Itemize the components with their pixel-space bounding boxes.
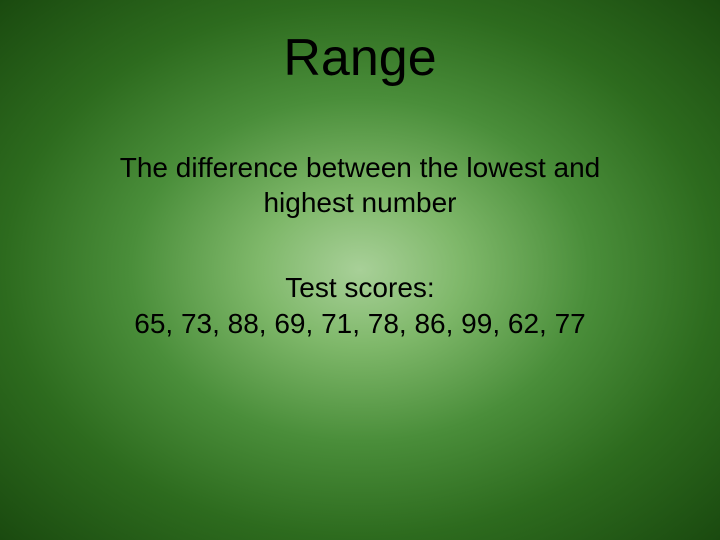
example-data: 65, 73, 88, 69, 71, 78, 86, 99, 62, 77: [0, 308, 720, 340]
definition-text: The difference between the lowest andhig…: [0, 150, 720, 220]
slide: Range The difference between the lowest …: [0, 0, 720, 540]
slide-title: Range: [0, 28, 720, 88]
example-label: Test scores:: [0, 272, 720, 304]
